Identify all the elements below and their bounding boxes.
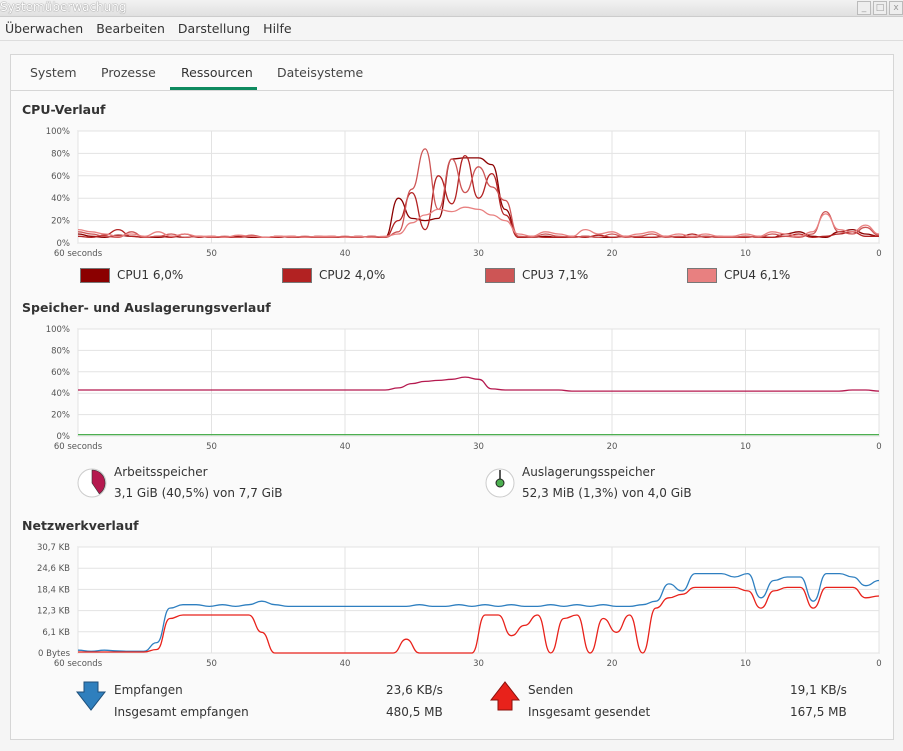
menu-darstellung[interactable]: Darstellung [177, 21, 251, 36]
menu-bearbeiten[interactable]: Bearbeiten [96, 21, 165, 36]
y-tick-label: 20% [51, 411, 70, 421]
cpu4-color-swatch[interactable] [687, 268, 717, 283]
cpu1-color-swatch[interactable] [80, 268, 110, 283]
cpu-chart: 100% 80% 60% 40% 20% 0%60 seconds 50 40 30 20 10 0 [46, 127, 882, 259]
received-label: Empfangen [114, 683, 183, 697]
y-tick-label: 60% [51, 172, 70, 182]
window-title: Systemüberwachung [0, 0, 127, 14]
menu-ueberwachen[interactable]: Überwachen [5, 21, 84, 36]
y-tick-label: 24,6 KB [37, 564, 70, 574]
series-line-cpu3 [77, 148, 880, 239]
menu-bar: Überwachen Bearbeiten Darstellung Hilfe [0, 17, 903, 41]
x-tick-label: 30 [473, 659, 484, 669]
received-total-label: Insgesamt empfangen [114, 705, 249, 719]
x-tick-label: 10 [740, 659, 751, 669]
x-tick-label: 50 [206, 249, 217, 259]
x-tick-label: 40 [340, 442, 351, 452]
x-tick-label: 20 [607, 442, 618, 452]
cpu3-legend-label: CPU3 7,1% [522, 268, 589, 282]
x-tick-label: 50 [206, 659, 217, 669]
y-tick-label: 0% [57, 432, 71, 442]
y-tick-label: 60% [51, 368, 70, 378]
y-tick-label: 30,7 KB [37, 543, 70, 553]
x-tick-label: 60 seconds [54, 249, 103, 259]
ram-value: 3,1 GiB (40,5%) von 7,7 GiB [114, 486, 283, 500]
x-tick-label: 0 [876, 442, 881, 452]
tab-bar: System Prozesse Ressourcen Dateisysteme [11, 55, 893, 91]
memory-heading: Speicher- und Auslagerungsverlauf [22, 300, 271, 315]
x-tick-label: 60 seconds [54, 659, 103, 669]
cpu1-legend-label: CPU1 6,0% [117, 268, 184, 282]
series-line-cpu4 [77, 206, 880, 239]
x-tick-label: 50 [206, 442, 217, 452]
y-tick-label: 18,4 KB [37, 585, 70, 595]
x-tick-label: 20 [607, 659, 618, 669]
series-line-empfangen [77, 572, 880, 652]
x-tick-label: 0 [876, 659, 881, 669]
y-tick-label: 6,1 KB [42, 628, 70, 638]
y-tick-label: 40% [51, 194, 70, 204]
ram-label: Arbeitsspeicher [114, 465, 208, 479]
y-tick-label: 40% [51, 389, 70, 399]
x-tick-label: 20 [607, 249, 618, 259]
y-tick-label: 0% [57, 239, 71, 249]
network-chart: 30,7 KB 24,6 KB 18,4 KB 12,3 KB 6,1 KB 0 Byte… [37, 543, 882, 669]
series-line-senden [78, 586, 880, 654]
tab-prozesse[interactable]: Prozesse [101, 65, 156, 80]
minimize-button[interactable]: _ [857, 1, 871, 15]
y-tick-label: 0 Bytes [38, 649, 71, 659]
y-tick-label: 100% [46, 325, 70, 335]
tab-ressourcen[interactable]: Ressourcen [181, 65, 253, 80]
x-tick-label: 10 [740, 249, 751, 259]
sent-total-label: Insgesamt gesendet [528, 705, 651, 719]
sent-label: Senden [528, 683, 574, 697]
cpu4-legend-label: CPU4 6,1% [724, 268, 791, 282]
memory-chart: 100% 80% 60% 40% 20% 0%60 seconds 50 40 30 20 10 0 [46, 325, 882, 452]
x-tick-label: 30 [473, 249, 484, 259]
sent-rate: 19,1 KB/s [790, 683, 847, 697]
y-tick-label: 80% [51, 346, 70, 356]
y-tick-label: 20% [51, 217, 70, 227]
cpu3-color-swatch[interactable] [485, 268, 515, 283]
tab-dateisysteme[interactable]: Dateisysteme [277, 65, 364, 80]
maximize-button[interactable]: □ [873, 1, 887, 15]
x-tick-label: 60 seconds [54, 442, 103, 452]
received-rate: 23,6 KB/s [386, 683, 443, 697]
tab-system[interactable]: System [30, 65, 77, 80]
active-tab-indicator [170, 87, 257, 90]
x-tick-label: 30 [473, 442, 484, 452]
y-tick-label: 12,3 KB [37, 607, 70, 617]
cpu2-legend-label: CPU2 4,0% [319, 268, 386, 282]
y-tick-label: 100% [46, 127, 70, 137]
sent-total: 167,5 MB [790, 705, 847, 719]
cpu2-color-swatch[interactable] [282, 268, 312, 283]
menu-hilfe[interactable]: Hilfe [263, 21, 292, 36]
series-line-arbeitsspeicher [78, 376, 880, 392]
swap-value: 52,3 MiB (1,3%) von 4,0 GiB [522, 486, 692, 500]
y-tick-label: 80% [51, 149, 70, 159]
x-tick-label: 0 [876, 249, 881, 259]
x-tick-label: 10 [740, 442, 751, 452]
received-total: 480,5 MB [386, 705, 443, 719]
cpu-heading: CPU-Verlauf [22, 102, 106, 117]
network-heading: Netzwerkverlauf [22, 518, 139, 533]
x-tick-label: 40 [340, 659, 351, 669]
x-tick-label: 40 [340, 249, 351, 259]
swap-label: Auslagerungsspeicher [522, 465, 655, 479]
